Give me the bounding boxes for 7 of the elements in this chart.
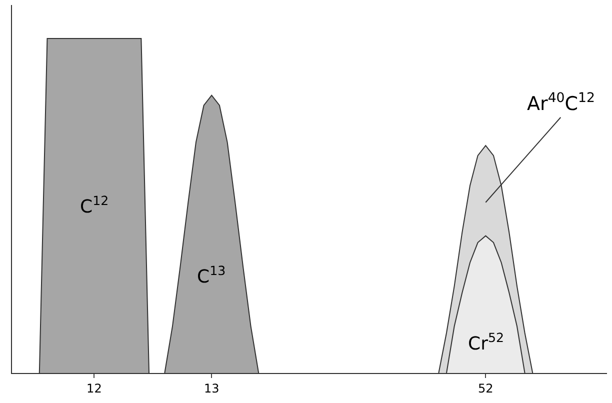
series-label: C$^{13}$ <box>197 263 226 288</box>
series-label: Cr$^{52}$ <box>468 330 504 355</box>
x-tick-label: 12 <box>86 381 102 396</box>
text: Ar$^{40}$C$^{12}$ <box>527 91 595 115</box>
series-label: C$^{12}$ <box>80 193 109 218</box>
x-tick-label: 52 <box>478 381 494 396</box>
x-tick-label: 13 <box>204 381 220 396</box>
